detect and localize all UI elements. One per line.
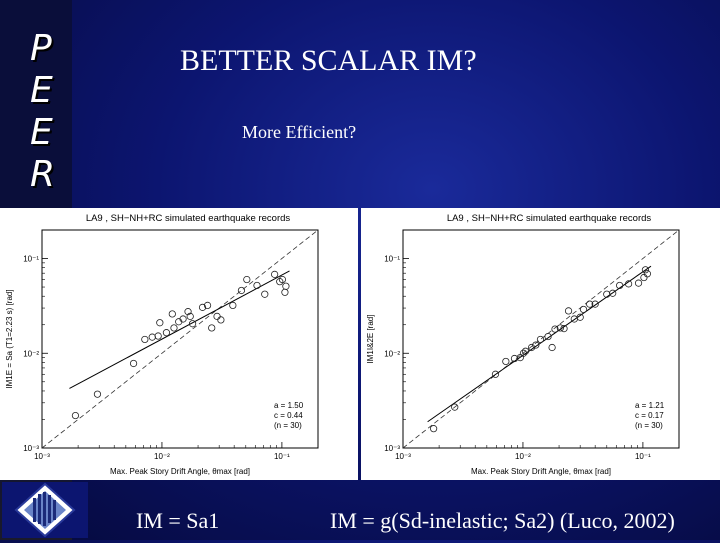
data-point [184, 308, 192, 316]
scatter-chart-left: LA9 , SH−NH+RC simulated earthquake reco… [5, 213, 319, 476]
slide-title: BETTER SCALAR IM? [180, 44, 477, 77]
data-point [591, 300, 599, 308]
chart-title: LA9 , SH−NH+RC simulated earthquake reco… [86, 213, 291, 224]
fit-line [427, 265, 652, 423]
data-point [556, 324, 564, 332]
data-point [521, 347, 530, 355]
data-point [491, 370, 500, 378]
peer-letter-e1: E [30, 70, 53, 111]
x-tick-label: 10⁻² [154, 452, 170, 461]
data-point [168, 310, 176, 318]
data-point [243, 275, 251, 284]
chart-title: LA9 , SH−NH+RC simulated earthquake reco… [447, 213, 652, 224]
peer-letter-e2: E [30, 112, 53, 153]
data-point [179, 315, 187, 323]
data-point [502, 357, 510, 366]
data-point [579, 305, 588, 314]
fit-stat-label: a = 1.50 [274, 401, 304, 410]
x-tick-label: 10⁻² [515, 452, 531, 461]
data-point [564, 307, 573, 315]
data-point [217, 316, 225, 324]
identity-line [41, 229, 319, 449]
data-point [156, 319, 164, 327]
x-axis-label: Max. Peak Story Drift Angle, θmax [rad] [471, 467, 611, 476]
x-tick-label: 10⁻³ [34, 452, 50, 461]
data-point [208, 324, 216, 332]
y-tick-label: 10⁻³ [23, 444, 39, 453]
data-point [170, 324, 178, 332]
data-point [271, 270, 279, 278]
x-tick-label: 10⁻¹ [274, 452, 290, 461]
data-point [634, 279, 643, 287]
peer-letter-r: R [30, 154, 56, 195]
data-point [641, 266, 650, 274]
data-point [451, 403, 459, 411]
data-point [154, 332, 162, 340]
x-tick-label: 10⁻³ [395, 452, 411, 461]
data-point [261, 290, 269, 298]
fit-stat-label: a = 1.21 [635, 401, 665, 410]
data-point [198, 303, 207, 311]
chart-panel-left: LA9 , SH−NH+RC simulated earthquake reco… [0, 208, 358, 480]
data-point [544, 332, 552, 341]
y-tick-label: 10⁻² [23, 349, 39, 358]
data-point [643, 270, 651, 278]
data-point [519, 349, 528, 357]
data-point [253, 281, 261, 290]
x-tick-label: 10⁻¹ [635, 452, 651, 461]
y-tick-label: 10⁻¹ [384, 255, 400, 264]
data-point [276, 278, 284, 286]
data-point [278, 275, 287, 284]
fit-stat-label: c = 0.44 [274, 411, 303, 420]
data-point [186, 312, 194, 320]
data-point [527, 343, 536, 352]
scatter-chart-right: LA9 , SH−NH+RC simulated earthquake reco… [366, 213, 680, 476]
data-point [560, 325, 568, 333]
y-tick-label: 10⁻³ [384, 444, 400, 453]
data-point [237, 286, 246, 295]
slide-subtitle: More Efficient? [242, 122, 357, 142]
caption-left: IM = Sa1 [136, 508, 220, 533]
data-point [141, 335, 149, 344]
data-point [586, 300, 594, 308]
fit-stat-label: (n = 30) [635, 421, 663, 430]
data-point [532, 341, 540, 349]
data-point [551, 325, 559, 333]
university-seal-icon [2, 482, 88, 538]
data-point [548, 343, 556, 352]
data-point [71, 411, 80, 420]
data-point [510, 354, 519, 363]
peer-letter-p: P [30, 28, 52, 69]
data-point [624, 280, 633, 288]
fit-line [69, 270, 290, 389]
y-axis-label: IM1E = Sa (T1=2.23 s) [rad] [5, 289, 14, 388]
caption-right: IM = g(Sd-inelastic; Sa2) (Luco, 2002) [330, 508, 675, 533]
fit-stat-label: c = 0.17 [635, 411, 664, 420]
data-point [430, 425, 438, 433]
data-point [129, 359, 138, 368]
chart-panel-right: LA9 , SH−NH+RC simulated earthquake reco… [361, 208, 720, 480]
y-tick-label: 10⁻¹ [23, 255, 39, 264]
fit-stat-label: (n = 30) [274, 421, 302, 430]
data-point [229, 301, 237, 310]
data-point [203, 301, 212, 310]
data-point [281, 288, 289, 296]
y-tick-label: 10⁻² [384, 349, 400, 358]
data-point [162, 329, 171, 337]
data-point [576, 313, 584, 321]
data-point [93, 390, 102, 398]
data-point [536, 335, 545, 344]
data-point [609, 289, 617, 297]
x-axis-label: Max. Peak Story Drift Angle, θmax [rad] [110, 467, 250, 476]
y-axis-label: IM1I&2E [rad] [366, 315, 375, 364]
data-point [188, 320, 197, 328]
data-point [616, 281, 624, 290]
identity-line [402, 229, 680, 449]
